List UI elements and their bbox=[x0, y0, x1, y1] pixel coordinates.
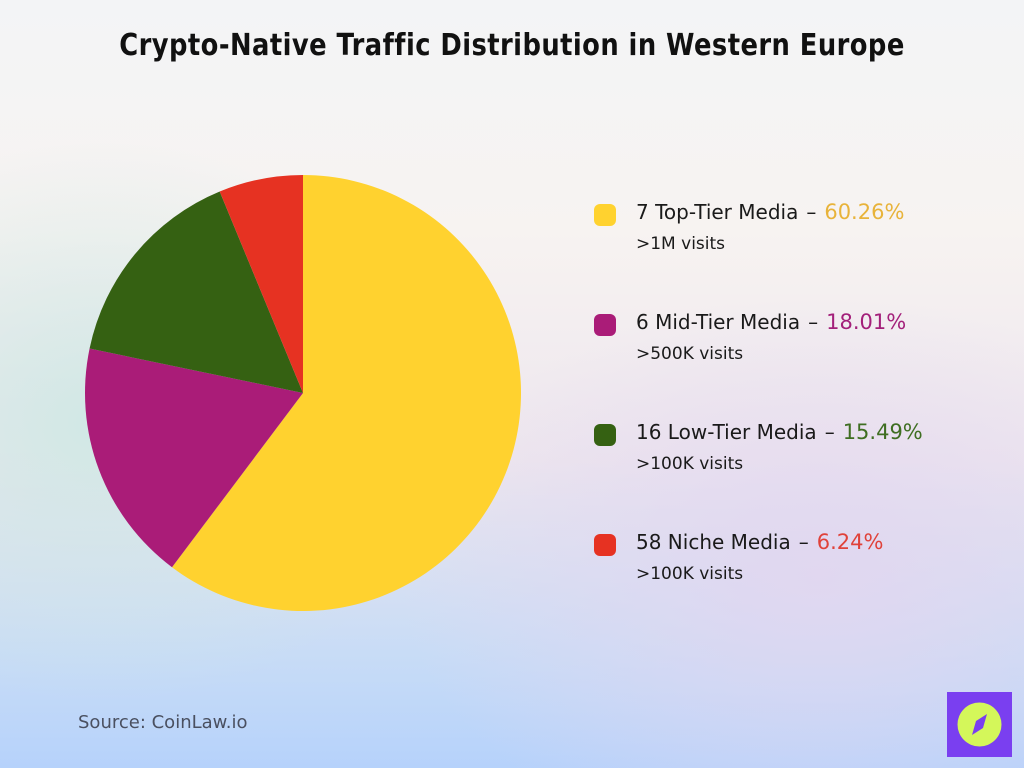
source-note: Source: CoinLaw.io bbox=[78, 712, 248, 733]
legend-percentage: 15.49% bbox=[842, 420, 923, 444]
compass-icon bbox=[957, 702, 1002, 747]
pie-slice-1 bbox=[171, 175, 521, 611]
legend-subtitle: >100K visits bbox=[636, 564, 744, 584]
legend-subtitle: >500K visits bbox=[636, 344, 744, 364]
legend-swatch bbox=[594, 534, 616, 556]
legend-subtitle: >1M visits bbox=[636, 234, 726, 254]
legend-label: 16 Low-Tier Media bbox=[636, 420, 817, 444]
legend-dash: – bbox=[806, 200, 817, 224]
legend-swatch bbox=[594, 424, 616, 446]
legend-percentage: 6.24% bbox=[816, 530, 884, 554]
pie-slice-2 bbox=[85, 348, 303, 568]
pie-slice-4 bbox=[219, 175, 303, 393]
legend-dash: – bbox=[824, 420, 835, 444]
chart-title: Crypto-Native Traffic Distribution in We… bbox=[119, 28, 905, 63]
legend-subtitle: >100K visits bbox=[636, 454, 744, 474]
legend-swatch bbox=[594, 204, 616, 226]
legend-label: 6 Mid-Tier Media bbox=[636, 310, 801, 334]
legend-percentage: 60.26% bbox=[824, 200, 905, 224]
legend-swatch bbox=[594, 314, 616, 336]
legend-label: 58 Niche Media bbox=[636, 530, 791, 554]
legend-label: 7 Top-Tier Media bbox=[636, 200, 799, 224]
legend-dash: – bbox=[808, 310, 819, 334]
brand-logo bbox=[947, 692, 1012, 757]
pie-slice-3 bbox=[89, 191, 304, 393]
legend-dash: – bbox=[798, 530, 809, 554]
legend-percentage: 18.01% bbox=[826, 310, 907, 334]
